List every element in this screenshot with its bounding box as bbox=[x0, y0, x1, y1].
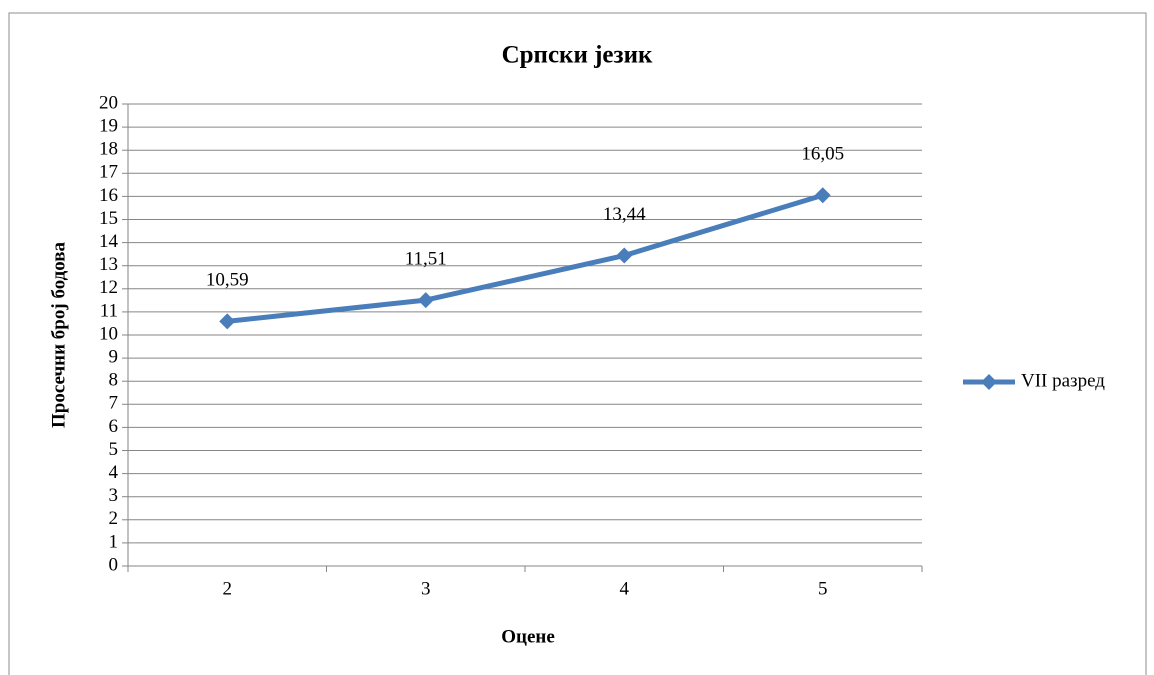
data-label: 11,51 bbox=[405, 248, 447, 269]
y-tick-label: 11 bbox=[100, 300, 118, 321]
y-tick-label: 19 bbox=[99, 115, 118, 136]
y-tick-label: 0 bbox=[109, 554, 119, 575]
data-point bbox=[616, 247, 633, 264]
y-axis-label: Просечни број бодова bbox=[48, 241, 69, 428]
y-tick-label: 13 bbox=[99, 254, 118, 275]
y-tick-label: 12 bbox=[99, 277, 118, 298]
x-tick-label: 4 bbox=[620, 578, 630, 599]
y-tick-label: 7 bbox=[109, 393, 119, 414]
data-point bbox=[417, 292, 434, 309]
series-line bbox=[226, 192, 824, 324]
legend-label: VII разред bbox=[1021, 370, 1105, 391]
y-tick-label: 3 bbox=[109, 485, 119, 506]
y-tick-label: 17 bbox=[99, 162, 118, 183]
data-point bbox=[814, 187, 831, 204]
y-tick-label: 2 bbox=[109, 508, 119, 529]
y-tick-label: 18 bbox=[99, 139, 118, 160]
legend-marker bbox=[981, 374, 997, 390]
y-tick-label: 15 bbox=[99, 208, 118, 229]
y-tick-label: 10 bbox=[99, 323, 118, 344]
y-tick-label: 1 bbox=[109, 531, 119, 552]
y-tick-label: 5 bbox=[109, 439, 119, 460]
data-label: 10,59 bbox=[206, 270, 249, 291]
chart-frame bbox=[8, 12, 1147, 675]
y-tick-label: 9 bbox=[109, 346, 119, 367]
y-tick-label: 6 bbox=[109, 416, 119, 437]
y-tick-label: 14 bbox=[99, 231, 119, 252]
data-label: 16,05 bbox=[801, 144, 844, 165]
y-tick-label: 16 bbox=[99, 185, 118, 206]
x-tick-label: 5 bbox=[818, 578, 828, 599]
x-tick-label: 2 bbox=[223, 578, 233, 599]
data-label: 13,44 bbox=[603, 204, 646, 225]
y-tick-label: 20 bbox=[99, 92, 118, 113]
chart-title: Српски језик bbox=[502, 42, 653, 69]
x-tick-label: 3 bbox=[421, 578, 431, 599]
data-point bbox=[219, 313, 236, 330]
y-tick-label: 4 bbox=[109, 462, 119, 483]
x-axis-label: Оцене bbox=[501, 626, 555, 647]
y-tick-label: 8 bbox=[109, 370, 119, 391]
